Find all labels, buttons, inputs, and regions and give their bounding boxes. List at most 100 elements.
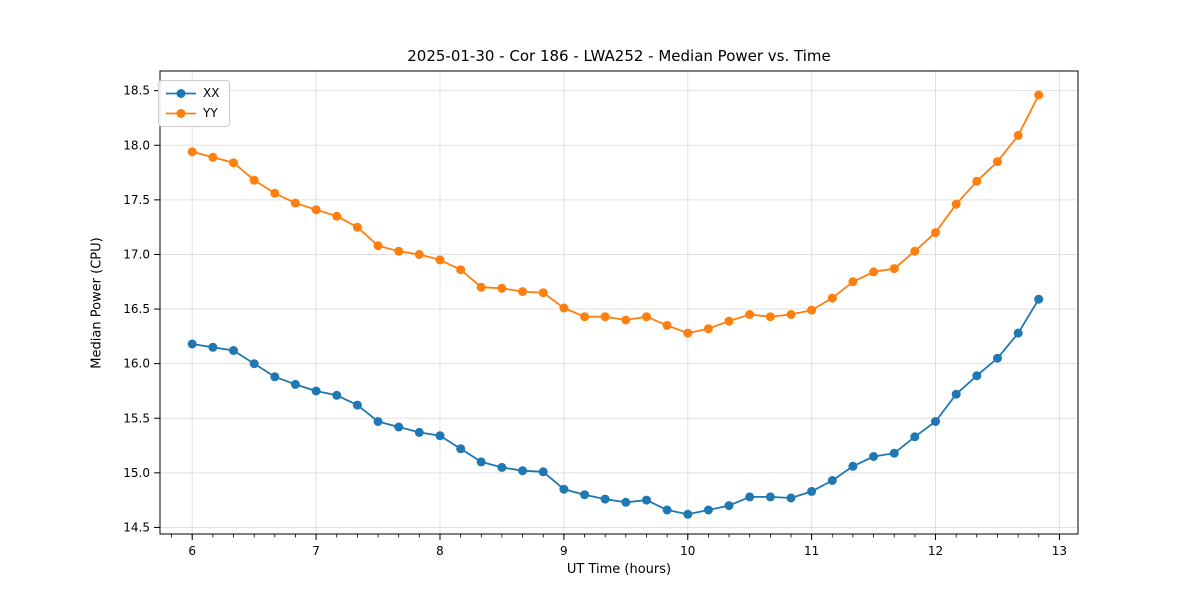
data-point-marker [745, 310, 755, 319]
legend-item-yy: YY [166, 106, 219, 121]
y-tick-label: 15.5 [123, 411, 150, 425]
data-point-marker [476, 457, 486, 467]
y-tick-label: 15.0 [123, 466, 150, 480]
data-point-marker [352, 400, 362, 410]
legend-label: XX [203, 86, 220, 100]
data-point-marker [249, 359, 259, 369]
grid [160, 71, 1078, 534]
data-point-marker [869, 267, 879, 277]
data-point-marker [1013, 328, 1023, 338]
x-tick-label: 6 [188, 544, 196, 558]
data-point-marker [807, 486, 817, 496]
data-point-marker [187, 147, 197, 157]
data-point-marker [580, 490, 590, 500]
plot-border [159, 70, 1079, 535]
data-point-marker [993, 157, 1002, 167]
data-point-marker [332, 211, 342, 221]
series-line [191, 94, 1040, 335]
data-point-marker [456, 444, 466, 454]
x-tick-label: 12 [928, 544, 943, 558]
series-yy [187, 90, 1044, 338]
data-point-marker [1034, 294, 1044, 304]
y-tick-label: 18.5 [123, 84, 150, 98]
legend-marker-icon [166, 109, 196, 118]
data-point-marker [807, 305, 817, 315]
y-tick-label: 16.5 [123, 302, 150, 316]
data-point-marker [332, 390, 342, 400]
data-point-marker [518, 466, 528, 476]
data-point-marker [559, 484, 569, 494]
data-point-marker [931, 417, 940, 426]
legend-dot [176, 89, 186, 98]
data-point-marker [229, 158, 238, 168]
data-point-marker [1034, 90, 1044, 100]
data-point-marker [745, 492, 755, 502]
data-point-marker [662, 320, 672, 330]
data-point-marker [435, 431, 445, 441]
data-point-marker [724, 501, 734, 511]
data-point-marker [621, 315, 631, 325]
data-point-marker [703, 324, 713, 334]
data-point-marker [476, 282, 486, 292]
data-point-marker [290, 379, 300, 389]
y-tick-label: 14.5 [123, 520, 150, 534]
data-point-marker [352, 222, 362, 232]
data-point-marker [414, 250, 424, 259]
data-point-marker [600, 312, 610, 322]
data-point-marker [724, 316, 734, 326]
data-point-marker [910, 246, 920, 256]
data-point-marker [703, 505, 713, 515]
data-point-marker [972, 371, 982, 381]
data-point-marker [827, 293, 837, 303]
data-point-marker [786, 310, 796, 319]
data-point-marker [993, 353, 1002, 363]
data-point-marker [972, 176, 982, 186]
data-point-marker [497, 462, 507, 472]
data-point-marker [435, 255, 445, 265]
data-point-marker [270, 188, 280, 198]
data-point-marker [290, 198, 300, 208]
chart-title: 2025-01-30 - Cor 186 - LWA252 - Median P… [407, 47, 831, 65]
y-tick-label: 17.5 [123, 193, 150, 207]
data-point-marker [621, 497, 631, 507]
x-tick-label: 13 [1052, 544, 1067, 558]
data-point-marker [869, 452, 879, 461]
data-point-marker [662, 505, 672, 515]
data-point-marker [889, 264, 899, 274]
x-tick-label: 11 [804, 544, 819, 558]
data-point-marker [208, 152, 218, 162]
data-point-marker [414, 427, 424, 437]
data-point-marker [394, 246, 404, 256]
data-point-marker [559, 303, 569, 313]
data-point-marker [497, 283, 507, 293]
x-tick-label: 10 [680, 544, 695, 558]
data-point-marker [931, 228, 940, 238]
y-axis-label: Median Power (CPU) [89, 237, 105, 369]
data-point-marker [765, 492, 775, 502]
legend-marker-icon [166, 89, 196, 98]
data-point-marker [270, 372, 280, 382]
series-line [192, 298, 1040, 516]
data-point-marker [786, 493, 796, 503]
data-point-marker [456, 265, 466, 275]
data-point-marker [580, 312, 590, 322]
x-tick-label: 8 [436, 544, 444, 558]
data-point-marker [600, 494, 610, 504]
data-point-marker [311, 386, 321, 396]
data-point-marker [683, 328, 693, 338]
data-point-marker [889, 448, 899, 458]
data-point-marker [311, 205, 321, 215]
data-point-marker [518, 287, 528, 297]
data-point-marker [642, 312, 651, 322]
data-point-marker [208, 342, 218, 352]
x-axis-label: UT Time (hours) [566, 562, 672, 577]
data-point-marker [910, 432, 920, 442]
data-point-marker [229, 346, 238, 355]
data-point-marker [373, 241, 383, 251]
data-point-marker [683, 509, 693, 519]
data-point-marker [373, 417, 383, 426]
data-point-marker [538, 288, 548, 298]
data-point-marker [1013, 130, 1023, 140]
